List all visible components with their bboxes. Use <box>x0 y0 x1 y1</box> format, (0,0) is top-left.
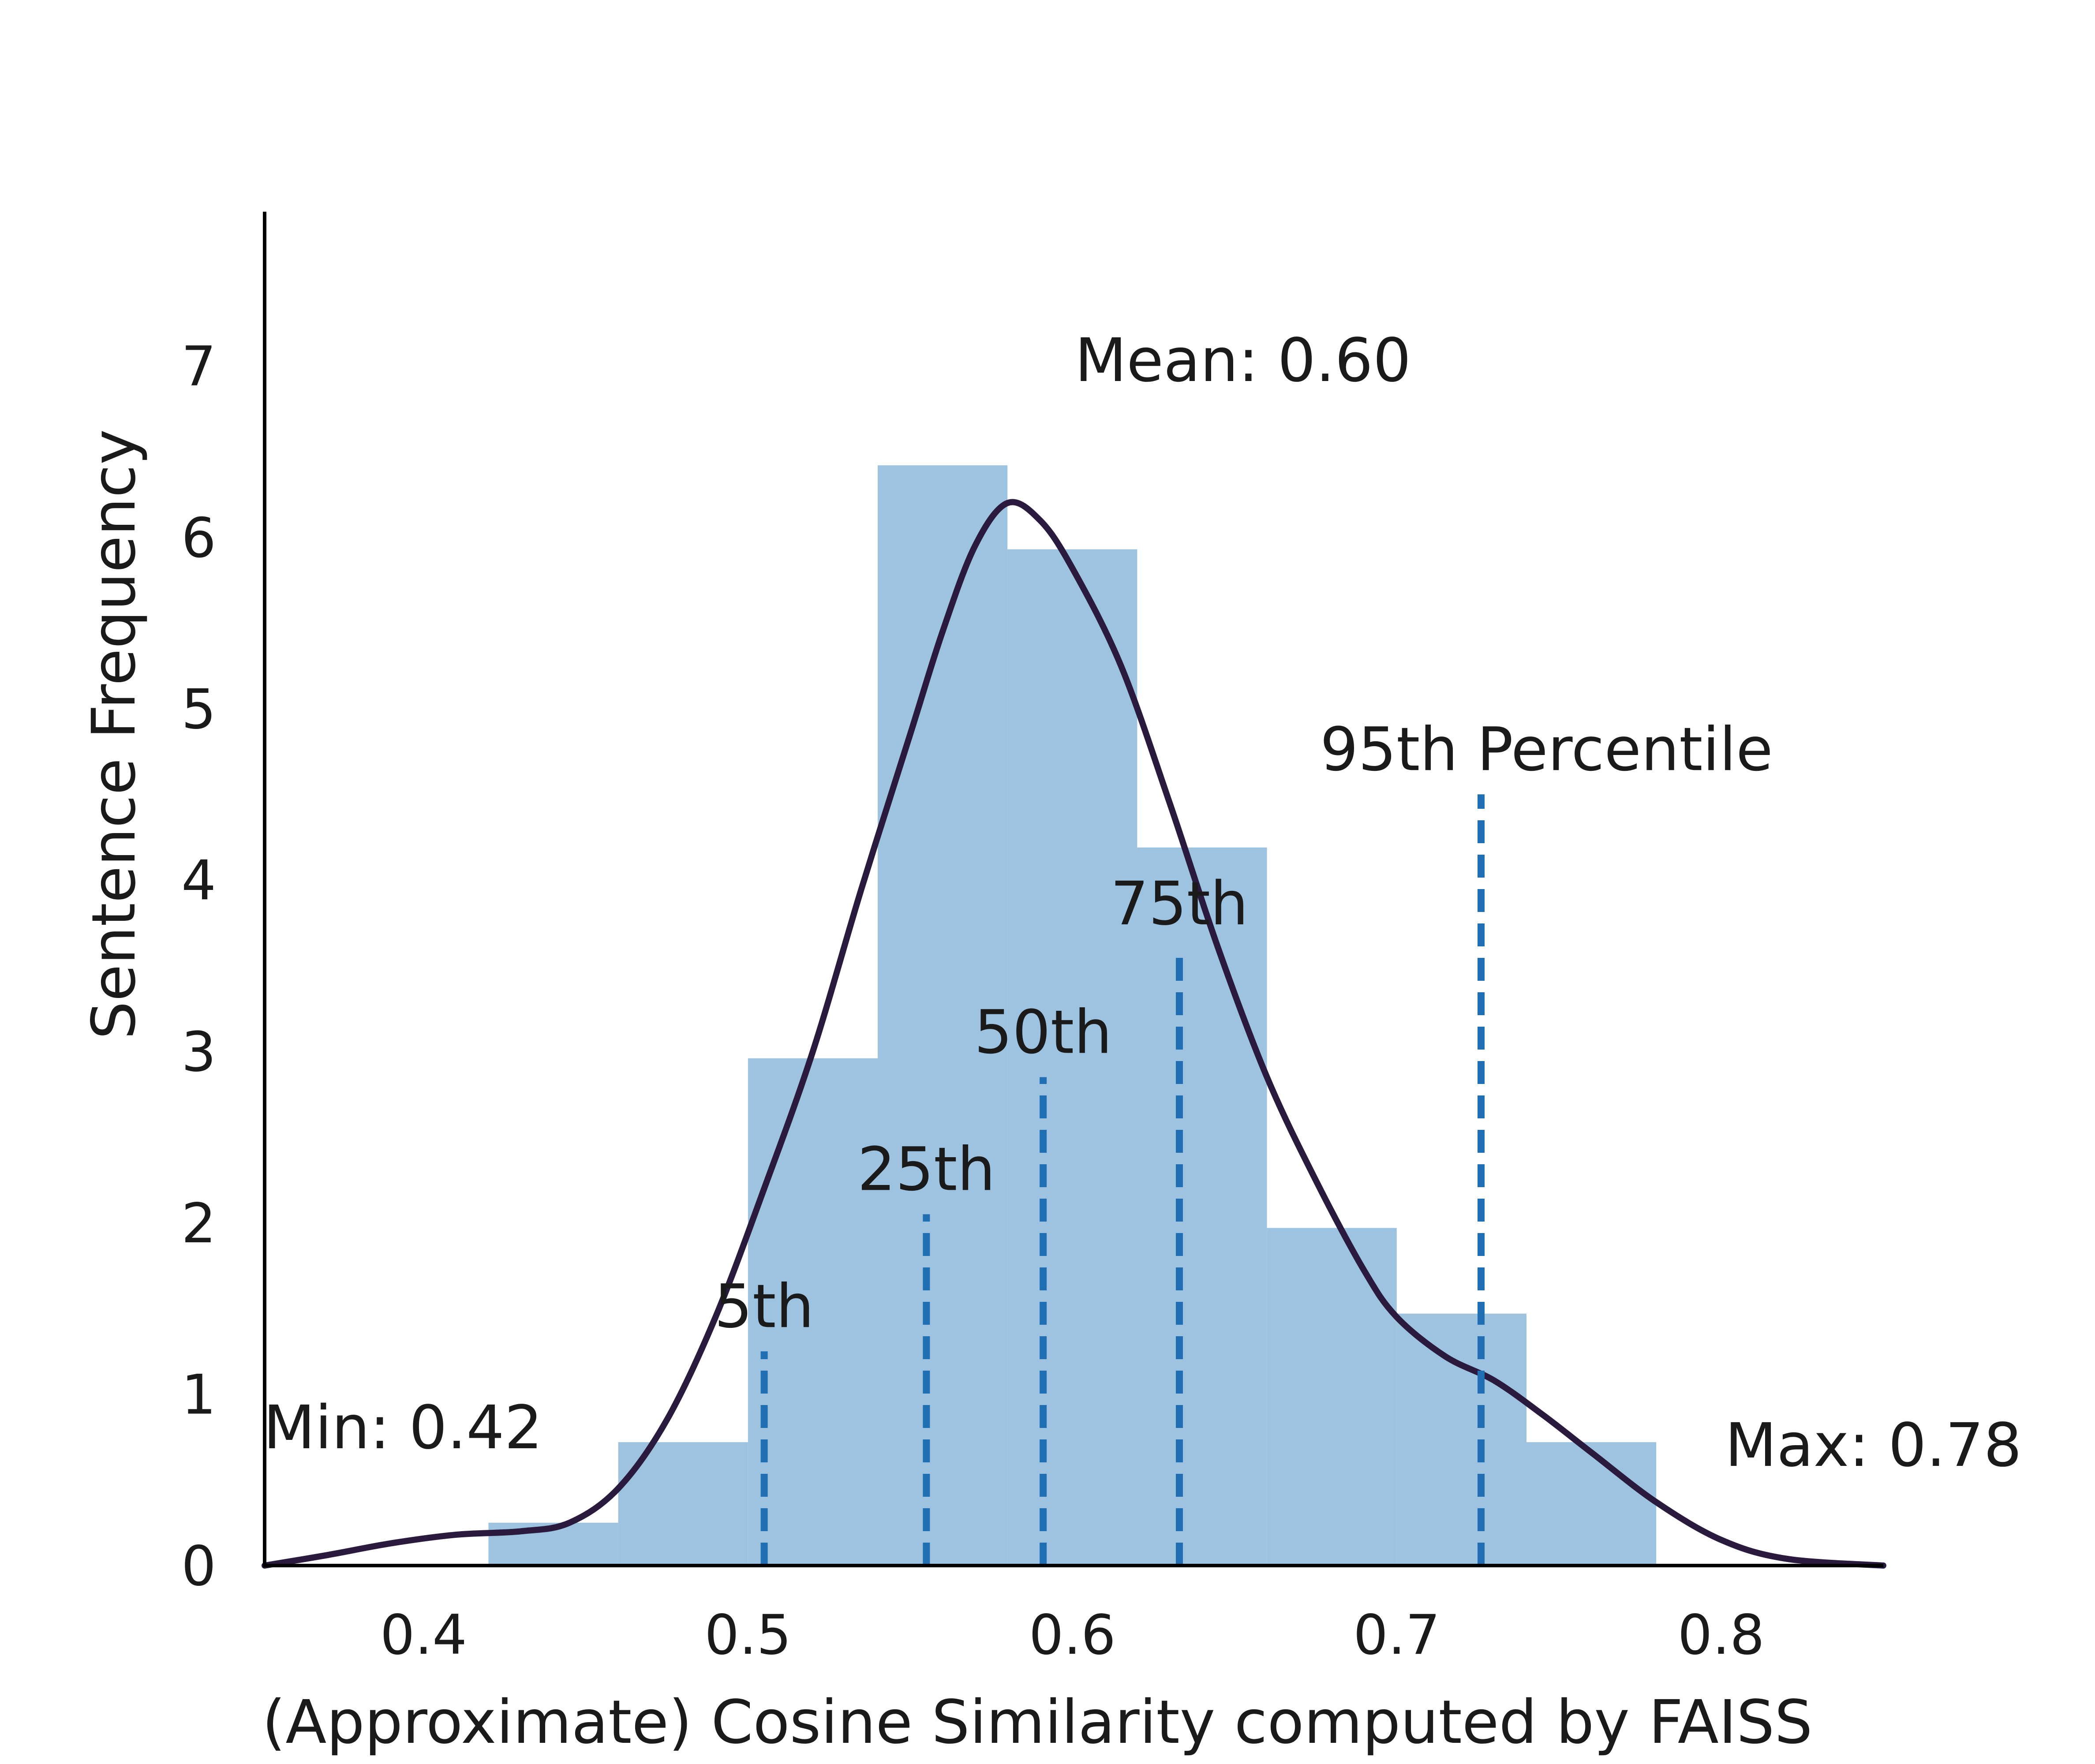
percentile-label-95th: 95th Percentile <box>1320 715 1773 785</box>
y-tick-label: 1 <box>181 1363 216 1427</box>
y-tick-label: 3 <box>181 1020 216 1084</box>
histogram-bar-6 <box>1137 847 1267 1566</box>
histogram-bar-4 <box>878 465 1008 1566</box>
percentile-label-5th: 5th <box>715 1272 814 1342</box>
percentile-label-25th: 25th <box>857 1135 995 1204</box>
x-tick-labels: 0.4 0.5 0.6 0.7 0.8 <box>380 1603 1765 1667</box>
x-tick-label: 0.8 <box>1678 1603 1765 1667</box>
percentile-label-50th: 50th <box>974 998 1112 1067</box>
min-annotation: Min: 0.42 <box>263 1393 542 1463</box>
y-tick-label: 6 <box>181 506 216 570</box>
percentile-label-75th: 75th <box>1111 869 1249 939</box>
histogram-bar-9 <box>1526 1442 1657 1566</box>
x-tick-label: 0.5 <box>704 1603 791 1667</box>
x-tick-label: 0.7 <box>1353 1603 1440 1667</box>
y-tick-label: 5 <box>181 678 216 741</box>
x-axis-title: (Approximate) Cosine Similarity computed… <box>262 1688 1812 1757</box>
y-axis-title: Sentence Frequency <box>79 429 149 1039</box>
histogram-bars <box>488 465 1657 1566</box>
max-annotation: Max: 0.78 <box>1725 1411 2022 1480</box>
histogram-bar-3 <box>748 1058 878 1566</box>
y-tick-label: 0 <box>181 1535 216 1598</box>
histogram-bar-7 <box>1267 1228 1397 1566</box>
y-tick-label: 2 <box>181 1192 216 1256</box>
kde-density-curve <box>262 499 1886 1569</box>
histogram-bar-5 <box>1007 549 1137 1566</box>
y-tick-label: 7 <box>181 335 216 399</box>
mean-annotation: Mean: 0.60 <box>1075 326 1411 396</box>
y-tick-labels: 0 1 2 3 4 5 6 7 <box>181 335 216 1598</box>
histogram-bar-8 <box>1396 1313 1526 1566</box>
x-tick-label: 0.4 <box>380 1603 467 1667</box>
y-tick-label: 4 <box>181 849 216 913</box>
percentile-lines: 5th 25th 50th 75th 95th Percentile <box>715 715 1773 1566</box>
x-tick-label: 0.6 <box>1029 1603 1116 1667</box>
